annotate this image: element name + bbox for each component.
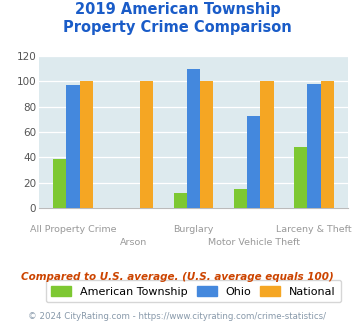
Bar bbox=[80, 82, 93, 208]
Bar bbox=[321, 82, 334, 208]
Bar bbox=[200, 82, 213, 208]
Text: Arson: Arson bbox=[120, 239, 147, 248]
Text: Property Crime Comparison: Property Crime Comparison bbox=[63, 20, 292, 35]
Text: Larceny & Theft: Larceny & Theft bbox=[276, 225, 352, 234]
Bar bbox=[294, 147, 307, 208]
Bar bbox=[260, 82, 274, 208]
Bar bbox=[53, 159, 66, 208]
Bar bbox=[247, 115, 260, 208]
Text: Motor Vehicle Theft: Motor Vehicle Theft bbox=[208, 239, 300, 248]
Text: 2019 American Township: 2019 American Township bbox=[75, 2, 280, 16]
Bar bbox=[174, 193, 187, 208]
Text: All Property Crime: All Property Crime bbox=[30, 225, 116, 234]
Text: © 2024 CityRating.com - https://www.cityrating.com/crime-statistics/: © 2024 CityRating.com - https://www.city… bbox=[28, 312, 327, 321]
Bar bbox=[66, 85, 80, 208]
Bar bbox=[187, 69, 200, 208]
Legend: American Township, Ohio, National: American Township, Ohio, National bbox=[46, 280, 341, 302]
Text: Burglary: Burglary bbox=[173, 225, 214, 234]
Bar bbox=[307, 84, 321, 208]
Text: Compared to U.S. average. (U.S. average equals 100): Compared to U.S. average. (U.S. average … bbox=[21, 272, 334, 282]
Bar bbox=[234, 189, 247, 208]
Bar bbox=[140, 82, 153, 208]
